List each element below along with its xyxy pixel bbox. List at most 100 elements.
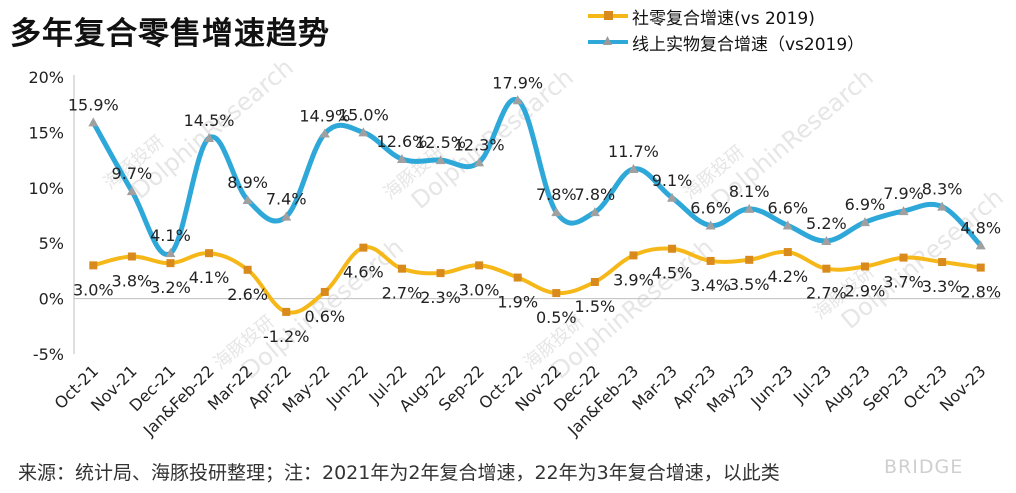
data-label: 12.6% xyxy=(377,132,428,151)
data-label: 7.8% xyxy=(536,185,577,204)
data-label: 2.8% xyxy=(960,283,1001,302)
data-label: 7.8% xyxy=(575,185,616,204)
data-point xyxy=(705,220,716,230)
data-label: 5.2% xyxy=(806,214,847,233)
data-label: 4.8% xyxy=(960,218,1001,237)
data-point xyxy=(397,264,406,273)
data-point xyxy=(629,251,638,260)
data-point xyxy=(242,194,253,204)
data-point xyxy=(513,273,522,282)
y-tick-label: 5% xyxy=(39,234,64,253)
data-label: 9.7% xyxy=(112,164,153,183)
data-label: 8.9% xyxy=(227,173,268,192)
x-tick-label: Jun-22 xyxy=(322,361,372,411)
data-label: 4.1% xyxy=(150,226,191,245)
data-point xyxy=(396,153,407,163)
chart-title: 多年复合零售增速趋势 xyxy=(10,16,330,52)
data-point xyxy=(782,220,793,230)
data-point xyxy=(435,155,446,165)
data-label: 3.4% xyxy=(690,276,731,295)
data-label: 0.6% xyxy=(304,307,345,326)
data-point xyxy=(436,269,445,278)
data-label: 6.6% xyxy=(690,198,731,217)
data-label: 1.5% xyxy=(575,297,616,316)
y-tick-label: 15% xyxy=(28,123,64,142)
data-label: 2.7% xyxy=(382,284,423,303)
data-label: 12.5% xyxy=(415,133,466,152)
data-point xyxy=(205,249,214,258)
data-label: 2.3% xyxy=(420,288,461,307)
data-point xyxy=(282,307,291,316)
data-label: 3.8% xyxy=(112,271,153,290)
data-label: 8.1% xyxy=(729,182,770,201)
data-label: 0.5% xyxy=(536,308,577,327)
data-point xyxy=(821,235,832,245)
data-label: 11.7% xyxy=(608,142,659,161)
data-label: -1.2% xyxy=(263,327,309,346)
data-point xyxy=(899,253,908,262)
data-label: 14.5% xyxy=(184,111,235,130)
data-label: 4.6% xyxy=(343,263,384,282)
data-label: 1.9% xyxy=(497,293,538,312)
data-point xyxy=(358,127,369,137)
data-point xyxy=(127,252,136,261)
legend-square-marker xyxy=(604,11,613,20)
data-label: 15.9% xyxy=(68,95,119,114)
data-point xyxy=(165,248,176,258)
y-tick-label: -5% xyxy=(33,345,64,364)
data-point xyxy=(243,265,252,274)
data-point xyxy=(589,207,600,217)
data-label: 3.2% xyxy=(150,278,191,297)
data-label: 12.3% xyxy=(454,135,505,154)
data-point xyxy=(745,255,754,264)
data-label: 3.3% xyxy=(922,277,963,296)
data-point xyxy=(88,117,99,127)
data-point xyxy=(204,132,215,142)
data-label: 8.3% xyxy=(922,180,963,199)
legend-triangle-marker xyxy=(603,36,612,45)
data-point xyxy=(126,186,137,196)
data-label: 2.6% xyxy=(227,285,268,304)
data-label: 4.1% xyxy=(189,268,230,287)
data-point xyxy=(937,201,948,211)
y-tick-label: 20% xyxy=(28,68,64,87)
data-label: 14.9% xyxy=(299,107,350,126)
data-point xyxy=(166,259,175,268)
data-label: 2.7% xyxy=(806,284,847,303)
data-point xyxy=(975,240,986,250)
data-label: 4.5% xyxy=(652,264,693,283)
data-label: 3.9% xyxy=(613,270,654,289)
data-point xyxy=(590,277,599,286)
data-point xyxy=(551,207,562,217)
source-footnote: 来源：统计局、海豚投研整理；注：2021年为2年复合增速，22年为3年复合增速，… xyxy=(18,462,780,484)
legend-label-online: 线上实物复合增速（vs2019） xyxy=(632,35,865,55)
data-label: 7.4% xyxy=(266,190,307,209)
data-label: 4.2% xyxy=(767,267,808,286)
data-label: 3.7% xyxy=(883,273,924,292)
data-label: 6.6% xyxy=(767,198,808,217)
data-point xyxy=(976,263,985,272)
data-point xyxy=(744,203,755,213)
data-label: 15.0% xyxy=(338,105,389,124)
brand-watermark: BRIDGE xyxy=(884,456,964,478)
data-point xyxy=(667,192,678,202)
data-point xyxy=(938,258,947,267)
data-point xyxy=(668,244,677,253)
data-point xyxy=(89,261,98,270)
data-point xyxy=(474,157,485,167)
data-point xyxy=(320,287,329,296)
data-point xyxy=(359,243,368,252)
data-label: 9.1% xyxy=(652,171,693,190)
data-point xyxy=(783,248,792,257)
data-point xyxy=(859,217,870,227)
data-point xyxy=(822,264,831,273)
y-tick-label: 0% xyxy=(39,290,64,309)
data-point xyxy=(628,163,639,173)
data-label: 17.9% xyxy=(492,73,543,92)
data-point xyxy=(706,256,715,265)
data-label: 2.9% xyxy=(845,281,886,300)
x-tick-label: Jun-23 xyxy=(746,361,796,411)
data-label: 3.0% xyxy=(459,280,500,299)
